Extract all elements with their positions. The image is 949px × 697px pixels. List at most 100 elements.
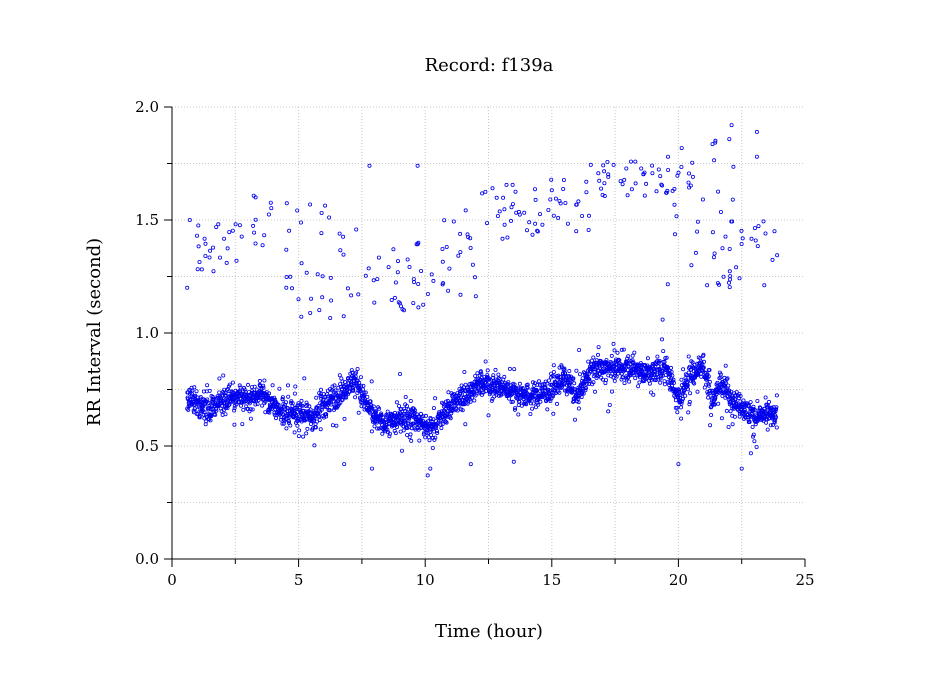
data-point <box>711 255 716 260</box>
data-point <box>296 418 301 423</box>
data-point <box>287 228 292 233</box>
data-point <box>630 353 635 358</box>
data-point <box>340 379 345 384</box>
data-point <box>602 181 607 186</box>
data-point <box>561 374 566 379</box>
data-point <box>342 462 347 467</box>
data-point <box>572 381 577 386</box>
data-point <box>399 448 404 453</box>
data-point <box>505 235 510 240</box>
data-point <box>729 389 734 394</box>
data-point <box>307 404 312 409</box>
data-point <box>317 308 322 313</box>
data-point <box>208 248 213 253</box>
data-point <box>329 298 334 303</box>
data-point <box>512 407 517 412</box>
data-point <box>523 388 528 393</box>
data-point <box>230 228 235 233</box>
data-point <box>379 411 384 416</box>
data-point <box>612 348 617 353</box>
data-point <box>489 398 494 403</box>
data-point <box>469 395 474 400</box>
data-point <box>431 278 436 283</box>
data-point <box>512 367 517 372</box>
data-point <box>562 366 567 371</box>
data-point <box>482 375 487 380</box>
data-point <box>686 387 691 392</box>
data-point <box>297 428 302 433</box>
data-point <box>546 207 551 212</box>
data-point <box>395 270 400 275</box>
data-point <box>774 415 779 420</box>
data-point <box>374 409 379 414</box>
data-point <box>673 405 678 410</box>
data-point <box>632 350 637 355</box>
data-point <box>210 245 215 250</box>
data-point <box>621 347 626 352</box>
data-point <box>769 405 774 410</box>
data-point <box>425 473 430 478</box>
data-point <box>205 397 210 402</box>
data-point <box>548 197 553 202</box>
data-point <box>272 412 277 417</box>
data-point <box>408 432 413 437</box>
data-point <box>284 285 289 290</box>
data-point <box>248 416 253 421</box>
data-point <box>463 422 468 427</box>
data-point <box>203 241 208 246</box>
data-point <box>650 171 655 176</box>
data-point <box>205 383 210 388</box>
data-point <box>334 423 339 428</box>
data-point <box>318 391 323 396</box>
data-point <box>356 410 361 415</box>
data-point <box>239 234 244 239</box>
data-point <box>677 388 682 393</box>
data-point <box>551 213 556 218</box>
data-point <box>217 390 222 395</box>
data-point <box>658 174 663 179</box>
data-point <box>235 389 240 394</box>
data-point <box>358 375 363 380</box>
data-point <box>266 212 271 217</box>
data-point <box>458 292 463 297</box>
data-point <box>765 417 770 422</box>
data-point <box>465 232 470 237</box>
data-point <box>556 375 561 380</box>
data-point <box>261 383 266 388</box>
data-point <box>559 385 564 390</box>
data-point <box>591 355 596 360</box>
data-point <box>328 275 333 280</box>
data-point <box>728 409 733 414</box>
data-point <box>499 391 504 396</box>
data-point <box>369 466 374 471</box>
data-point <box>599 186 604 191</box>
data-point <box>337 373 342 378</box>
data-point <box>248 407 253 412</box>
data-point <box>211 396 216 401</box>
data-point <box>647 381 652 386</box>
data-point <box>227 230 232 235</box>
data-point <box>727 246 732 251</box>
data-point <box>427 438 432 443</box>
data-point <box>593 389 598 394</box>
data-point <box>755 418 760 423</box>
data-point <box>272 395 277 400</box>
data-point <box>234 258 239 263</box>
data-point <box>679 405 684 410</box>
y-tick-label: 1.0 <box>135 324 159 342</box>
data-point <box>484 221 489 226</box>
data-point <box>679 416 684 421</box>
data-point <box>217 255 222 260</box>
data-point <box>713 140 718 145</box>
data-point <box>315 272 320 277</box>
data-point <box>468 245 473 250</box>
data-point <box>629 187 634 192</box>
data-point <box>749 236 754 241</box>
data-point <box>630 358 635 363</box>
data-point <box>551 363 556 368</box>
data-point <box>727 137 732 142</box>
data-point <box>665 282 670 287</box>
data-point <box>308 407 313 412</box>
data-point <box>295 403 300 408</box>
